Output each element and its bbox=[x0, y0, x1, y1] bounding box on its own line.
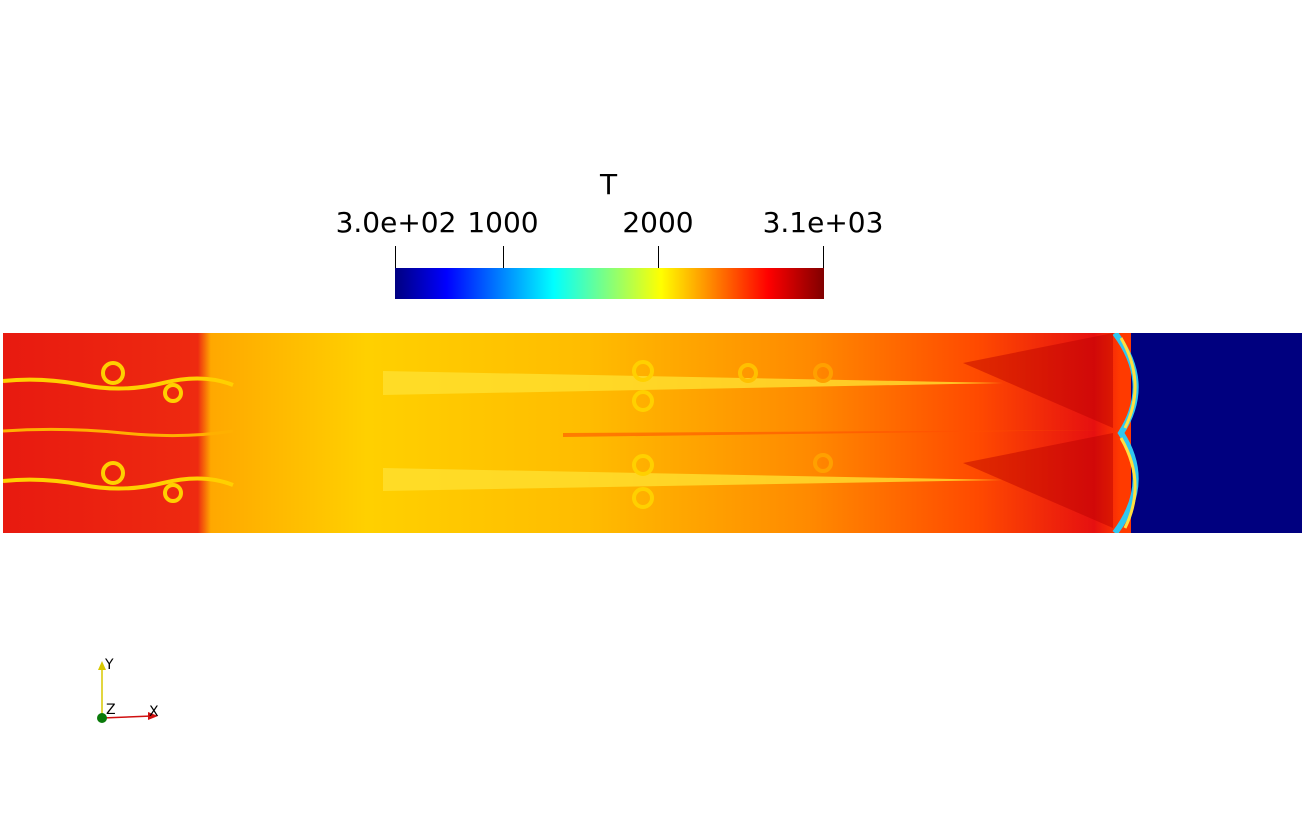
shock-front bbox=[1119, 337, 1137, 429]
colorbar-min-label: 3.0e+02 bbox=[335, 206, 457, 239]
mixing-layer bbox=[3, 376, 234, 391]
vortex bbox=[632, 487, 654, 509]
vortex bbox=[101, 361, 125, 385]
colorbar-gradient bbox=[395, 268, 824, 299]
vortex bbox=[101, 461, 125, 485]
colorbar-tick-mark bbox=[395, 246, 396, 268]
vortex bbox=[632, 454, 654, 476]
colorbar-tick-mark bbox=[503, 246, 504, 268]
temperature-field-render[interactable] bbox=[3, 333, 1302, 533]
vortex bbox=[738, 363, 758, 383]
z-axis-marker bbox=[97, 713, 107, 723]
mixing-layer bbox=[3, 476, 234, 491]
x-axis-line bbox=[101, 715, 153, 719]
jet-streak bbox=[383, 371, 1003, 395]
colorbar-tick-mark bbox=[823, 246, 824, 268]
colorbar-max-label: 3.1e+03 bbox=[762, 206, 884, 239]
vortex bbox=[632, 360, 654, 382]
jet-streak bbox=[563, 430, 1103, 437]
mixing-layer bbox=[3, 427, 234, 438]
vortex bbox=[813, 363, 833, 383]
y-axis-arrowhead bbox=[98, 661, 106, 670]
hot-cell bbox=[963, 433, 1113, 528]
x-axis-label: X bbox=[149, 704, 159, 720]
x-axis-arrowhead bbox=[148, 712, 158, 720]
colorbar-tick-mark bbox=[658, 246, 659, 268]
z-axis-label: Z bbox=[106, 702, 116, 718]
jet-streak bbox=[383, 468, 1003, 491]
hot-cell bbox=[963, 333, 1113, 428]
colorbar-title: T bbox=[600, 168, 618, 201]
vortex bbox=[813, 453, 833, 473]
colorbar-tick-label-2000: 2000 bbox=[622, 206, 694, 239]
unburnt-gas-region bbox=[1131, 333, 1302, 533]
vortex bbox=[163, 383, 183, 403]
vortex bbox=[163, 483, 183, 503]
colorbar-tick-label-1000: 1000 bbox=[467, 206, 539, 239]
vortex bbox=[632, 390, 654, 412]
orientation-axes bbox=[97, 661, 158, 723]
shock-front bbox=[1119, 437, 1137, 529]
y-axis-label: Y bbox=[105, 657, 114, 673]
